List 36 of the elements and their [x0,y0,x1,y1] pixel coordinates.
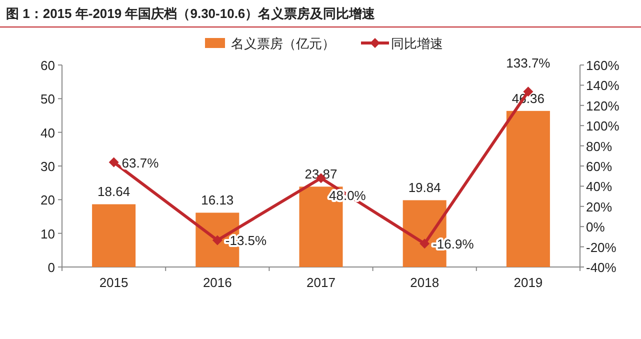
data-label: 133.7% [506,56,551,71]
bar [506,110,550,267]
y2-tick-label: -20% [586,240,617,255]
data-label: 16.13 [201,192,234,208]
x-tick-label: 2015 [99,275,128,290]
x-tick-label: 2019 [514,275,543,290]
point [420,238,430,249]
x-tick-label: 2016 [202,275,232,290]
y-tick-label: 40 [40,125,55,140]
y-tick-label: 30 [40,159,55,174]
y-tick-label: 20 [40,192,55,208]
y2-tick-label: -40% [586,260,617,275]
data-label: 63.7% [122,155,160,170]
y-tick-label: 10 [40,226,55,242]
y2-tick-label: 0% [586,220,606,235]
y2-tick-label: 20% [586,199,612,214]
y2-tick-label: 100% [586,118,620,134]
x-tick-label: 2018 [410,275,440,290]
y-tick-label: 0 [48,260,55,275]
y2-tick-label: 160% [586,58,620,73]
legend-label: 同比增速 [391,36,443,51]
bar [92,204,136,267]
chart-title: 图 1：2015 年-2019 年国庆档（9.30-10.6）名义票房及同比增速 [6,6,376,21]
y2-tick-label: 40% [586,179,612,194]
y2-tick-label: 120% [586,98,620,114]
y2-tick-label: 60% [586,159,612,174]
y2-tick-label: 80% [586,138,612,154]
data-label: 19.84 [408,180,441,196]
y-tick-label: 50 [40,92,55,107]
x-tick-label: 2017 [306,275,336,290]
point [212,235,222,246]
y2-tick-label: 140% [586,78,620,94]
data-label: 18.64 [98,184,130,200]
legend-label: 名义票房（亿元） [231,36,335,51]
point [108,157,119,168]
y-tick-label: 60 [40,58,55,73]
